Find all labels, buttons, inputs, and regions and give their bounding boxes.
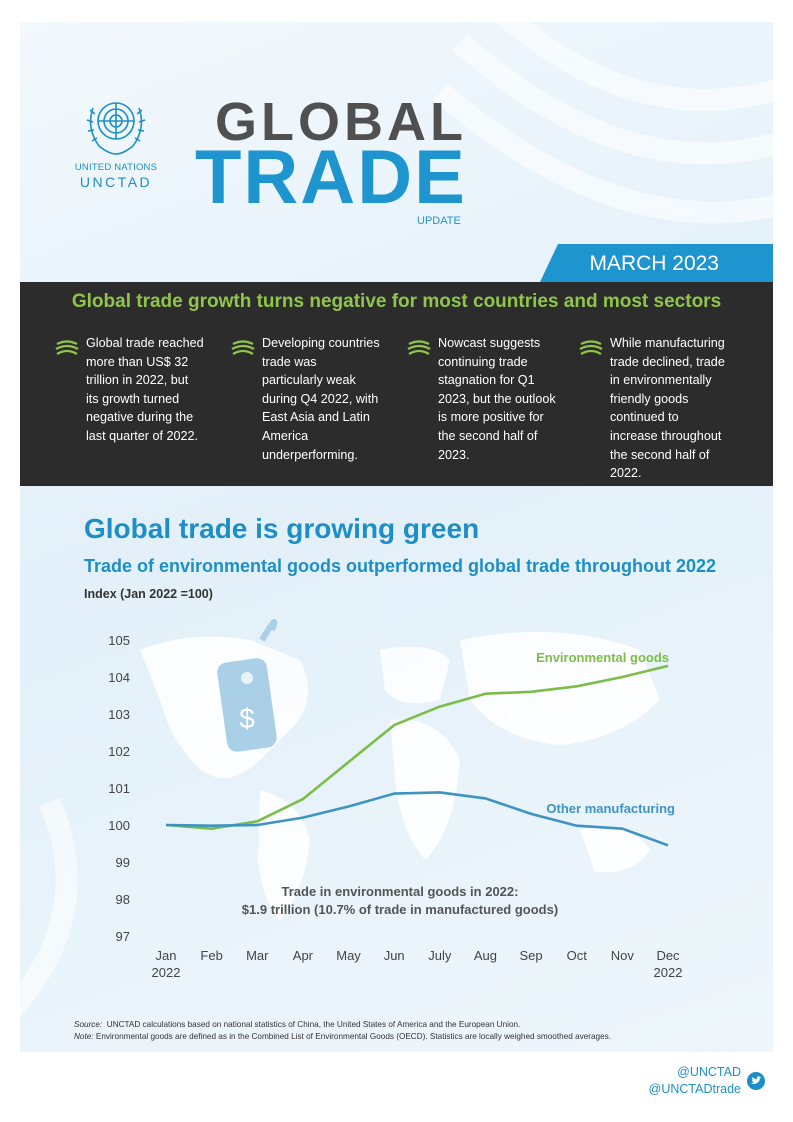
handle-unctadtrade[interactable]: @UNCTADtrade [648,1082,741,1096]
chart-annotation: Trade in environmental goods in 2022: [282,884,519,899]
bullet-text: While manufacturing trade declined, trad… [610,336,725,481]
x-tick-sublabel: 2022 [654,965,683,980]
y-tick-label: 100 [108,818,130,833]
price-tag-symbol: $ [239,703,255,734]
issue-date: MARCH 2023 [589,252,719,275]
title-trade: TRADE [195,135,467,220]
chart-annotation: $1.9 trillion (10.7% of trade in manufac… [242,902,558,917]
summary-bullet: Developing countries trade was particula… [230,334,380,464]
page-background [20,22,773,1052]
chart-title: Global trade is growing green [84,513,480,544]
y-tick-label: 103 [108,707,130,722]
source-label: Source: [74,1020,103,1029]
x-tick-label: Sep [520,948,543,963]
title-update: UPDATE [417,215,461,227]
summary-headline: Global trade growth turns negative for m… [71,291,722,312]
bullet-text: Developing countries trade was particula… [262,336,380,462]
org-name: UNITED NATIONS [74,162,158,173]
bullet-text: Nowcast suggests continuing trade stagna… [438,336,556,462]
line-chart: $ 97 98 99 100 101 102 103 104 105 Jan 2022 Feb Mar… [108,619,683,980]
date-banner: MARCH 2023 [540,244,773,282]
x-tick-label: Jan [156,948,177,963]
x-tick-label: Mar [246,948,269,963]
x-tick-label: Aug [474,948,497,963]
y-tick-label: 101 [108,781,130,796]
summary-bullet: Nowcast suggests continuing trade stagna… [406,334,556,464]
y-tick-label: 102 [108,744,130,759]
twitter-icon[interactable] [747,1072,765,1090]
x-tick-label: Nov [611,948,635,963]
decorative-swirl [20,22,773,1017]
chart-subtitle: Trade of environmental goods outperforme… [84,556,717,576]
source-text: UNCTAD calculations based on national st… [106,1020,521,1029]
x-tick-label: Jun [384,948,405,963]
note-text: Environmental goods are defined as in th… [95,1032,612,1041]
un-globe-icon [86,102,146,155]
handle-unctad[interactable]: @UNCTAD [677,1065,741,1079]
legend-environmental-goods: Environmental goods [536,650,669,665]
chart-y-axis-label: Index (Jan 2022 =100) [84,587,213,601]
globe-swirl-icon [231,340,255,355]
source-note: Source: UNCTAD calculations based on nat… [74,1019,611,1043]
y-tick-label: 99 [116,855,130,870]
x-tick-label: Oct [567,948,588,963]
bullet-text: Global trade reached more than US$ 32 tr… [86,336,204,443]
title-global: GLOBAL [215,92,467,152]
y-tick-label: 104 [108,670,130,685]
series-line-environmental-goods [165,664,669,831]
legend-other-manufacturing: Other manufacturing [546,801,675,816]
un-emblem: UNITED NATIONS UNCTAD [62,88,170,190]
summary-band: Global trade growth turns negative for m… [20,282,773,486]
social-handles: @UNCTAD @UNCTADtrade [649,1064,741,1098]
org-acronym: UNCTAD [79,174,153,190]
globe-swirl-icon [407,340,431,355]
summary-bullet: Global trade reached more than US$ 32 tr… [54,334,204,446]
x-tick-label: May [336,948,361,963]
globe-swirl-icon [55,340,79,355]
y-tick-label: 98 [116,892,130,907]
series-line-other-manufacturing [165,791,669,847]
price-tag-icon: $ [217,619,278,752]
x-tick-label: Feb [200,948,222,963]
y-tick-label: 97 [116,929,130,944]
globe-swirl-icon [579,340,603,355]
x-tick-label: July [428,948,452,963]
note-label: Note: [74,1032,94,1041]
x-tick-label: Dec [656,948,680,963]
summary-bullet: While manufacturing trade declined, trad… [578,334,728,483]
x-tick-sublabel: 2022 [152,965,181,980]
y-tick-label: 105 [108,633,130,648]
x-tick-label: Apr [293,948,314,963]
